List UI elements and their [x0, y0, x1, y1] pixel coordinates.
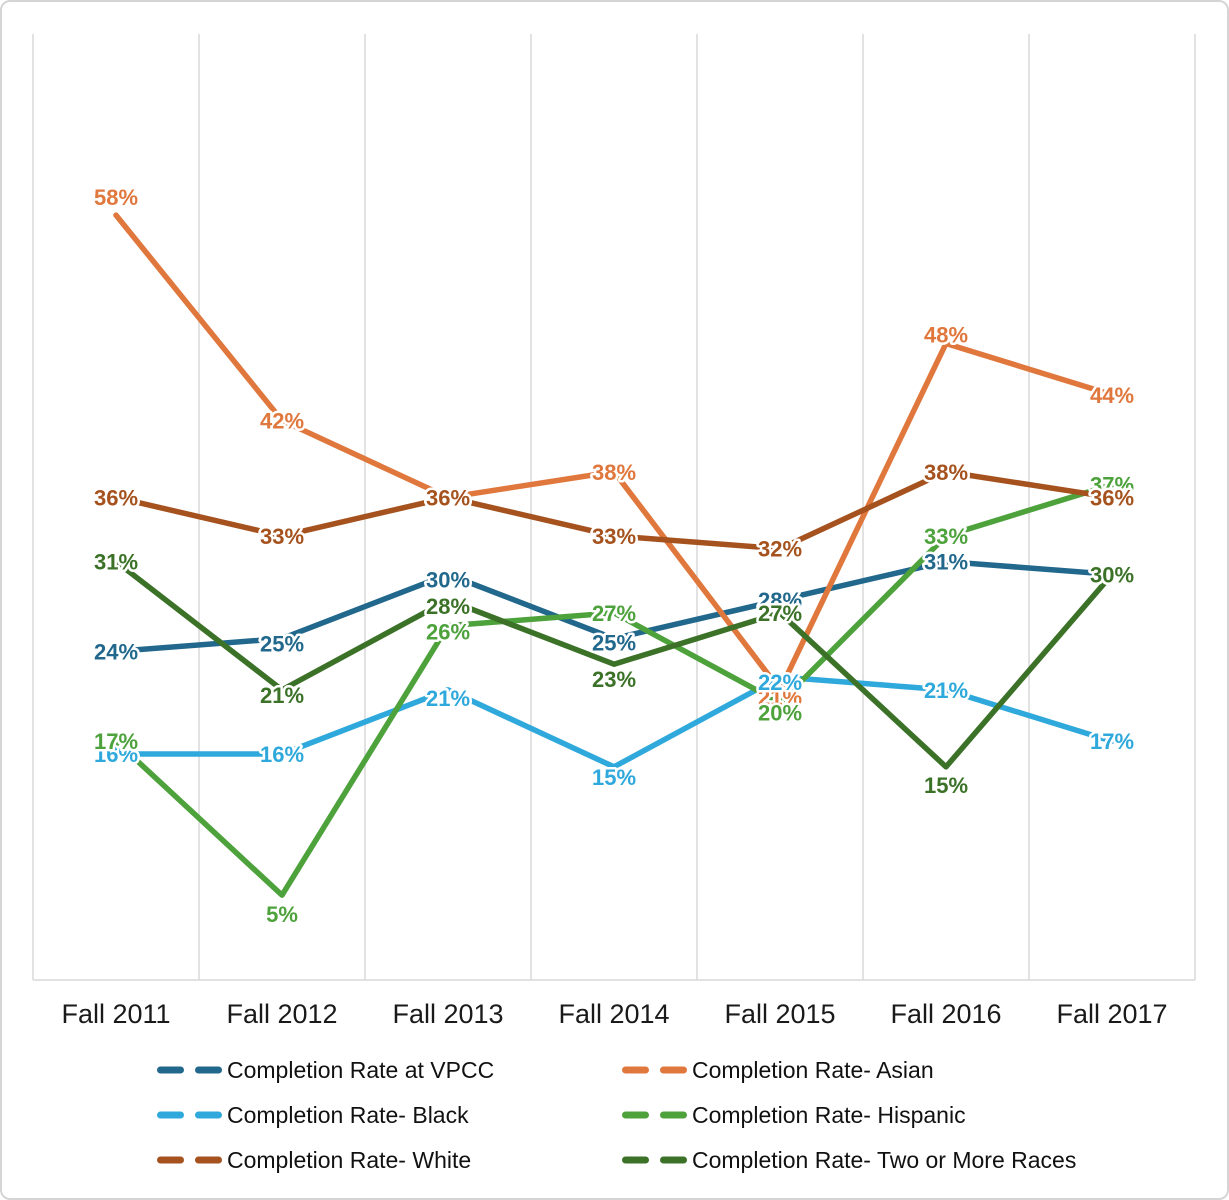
data-label-completion-rate-hispanic-1: 5% — [266, 902, 298, 927]
legend-dash-marker — [195, 1066, 222, 1074]
legend-dash-marker — [622, 1156, 649, 1164]
data-label-completion-rate-at-vpcc-6: 30% — [1090, 562, 1134, 587]
legend-dash-marker — [660, 1156, 687, 1164]
legend-label-completion-rate-white: Completion Rate- White — [227, 1147, 471, 1173]
x-axis-label-fall-2014: Fall 2014 — [558, 999, 669, 1029]
data-label-completion-rate-two-or-more-races-1: 21% — [260, 683, 304, 708]
series-line-completion-rate-white — [113, 469, 1115, 552]
data-label-completion-rate-white-0: 36% — [94, 485, 138, 510]
legend-label-completion-rate-two-or-more-races: Completion Rate- Two or More Races — [692, 1147, 1076, 1173]
data-label-completion-rate-black-1: 16% — [260, 742, 304, 767]
legend-item-completion-rate-at-vpcc: Completion Rate at VPCC — [157, 1057, 494, 1083]
data-label-completion-rate-hispanic-4: 20% — [758, 701, 802, 726]
data-label-completion-rate-black-2: 21% — [426, 686, 470, 711]
series-line-completion-rate-two-or-more-races — [113, 558, 1115, 770]
legend-item-completion-rate-black: Completion Rate- Black — [157, 1102, 469, 1128]
legend-dash-marker — [157, 1111, 184, 1119]
data-label-completion-rate-asian-4: 21% — [758, 685, 802, 710]
data-label-completion-rate-black-6: 17% — [1090, 729, 1134, 754]
data-label-completion-rate-asian-5: 48% — [924, 322, 968, 347]
data-label-completion-rate-asian-3: 38% — [592, 460, 636, 485]
legend-dash-marker — [195, 1111, 222, 1119]
series-line-completion-rate-at-vpcc — [113, 558, 1115, 655]
legend-dash-marker — [157, 1156, 184, 1164]
data-label-completion-rate-white-5: 38% — [924, 460, 968, 485]
x-axis-label-fall-2013: Fall 2013 — [392, 999, 503, 1029]
x-axis-label-fall-2016: Fall 2016 — [890, 999, 1001, 1029]
data-label-completion-rate-at-vpcc-5: 31% — [924, 550, 968, 575]
data-label-completion-rate-asian-1: 42% — [260, 408, 304, 433]
data-label-completion-rate-black-3: 15% — [592, 765, 636, 790]
legend-label-completion-rate-hispanic: Completion Rate- Hispanic — [692, 1102, 966, 1128]
legend-dash-marker — [660, 1111, 687, 1119]
data-label-completion-rate-white-6: 36% — [1090, 485, 1134, 510]
data-label-completion-rate-white-3: 33% — [592, 524, 636, 549]
data-label-completion-rate-hispanic-2: 26% — [426, 620, 470, 645]
series-line-completion-rate-asian — [113, 212, 1115, 693]
data-label-completion-rate-white-4: 32% — [758, 537, 802, 562]
legend-dash-marker — [660, 1066, 687, 1074]
legend-dash-marker — [157, 1066, 184, 1074]
data-label-completion-rate-white-1: 33% — [260, 524, 304, 549]
legend-label-completion-rate-asian: Completion Rate- Asian — [692, 1057, 934, 1083]
legend-item-completion-rate-two-or-more-races: Completion Rate- Two or More Races — [622, 1147, 1076, 1173]
legend-dash-marker — [622, 1111, 649, 1119]
data-label-completion-rate-at-vpcc-1: 25% — [260, 632, 304, 657]
data-label-completion-rate-hispanic-0: 17% — [94, 729, 138, 754]
data-label-completion-rate-two-or-more-races-6: 30% — [1090, 562, 1134, 587]
data-label-completion-rate-black-0: 16% — [94, 742, 138, 767]
legend-item-completion-rate-white: Completion Rate- White — [157, 1147, 471, 1173]
legend-label-completion-rate-black: Completion Rate- Black — [227, 1102, 469, 1128]
series-line-completion-rate-hispanic — [113, 481, 1115, 898]
data-label-completion-rate-two-or-more-races-3: 23% — [592, 667, 636, 692]
data-label-completion-rate-at-vpcc-4: 28% — [758, 588, 802, 613]
data-label-completion-rate-two-or-more-races-0: 31% — [94, 550, 138, 575]
data-label-completion-rate-at-vpcc-3: 25% — [592, 631, 636, 656]
data-label-completion-rate-two-or-more-races-5: 15% — [924, 773, 968, 798]
legend-dash-marker — [195, 1156, 222, 1164]
data-label-completion-rate-asian-6: 44% — [1090, 383, 1134, 408]
legend-dash-marker — [622, 1066, 649, 1074]
legend-item-completion-rate-asian: Completion Rate- Asian — [622, 1057, 934, 1083]
x-axis-label-fall-2012: Fall 2012 — [226, 999, 337, 1029]
data-label-completion-rate-black-4: 22% — [758, 670, 802, 695]
legend-label-completion-rate-at-vpcc: Completion Rate at VPCC — [227, 1057, 494, 1083]
data-label-completion-rate-hispanic-5: 33% — [924, 524, 968, 549]
x-axis-label-fall-2011: Fall 2011 — [61, 999, 170, 1029]
data-label-completion-rate-at-vpcc-0: 24% — [94, 639, 138, 664]
data-label-completion-rate-asian-0: 58% — [94, 185, 138, 210]
data-label-completion-rate-at-vpcc-2: 30% — [426, 567, 470, 592]
legend-item-completion-rate-hispanic: Completion Rate- Hispanic — [622, 1102, 966, 1128]
data-label-completion-rate-two-or-more-races-2: 28% — [426, 594, 470, 619]
data-label-completion-rate-hispanic-3: 27% — [592, 601, 636, 626]
data-label-completion-rate-hispanic-6: 37% — [1090, 473, 1134, 498]
x-axis-label-fall-2017: Fall 2017 — [1056, 999, 1167, 1029]
data-label-completion-rate-asian-2: 36% — [426, 485, 470, 510]
data-label-completion-rate-two-or-more-races-4: 27% — [758, 601, 802, 626]
x-axis-label-fall-2015: Fall 2015 — [724, 999, 835, 1029]
data-label-completion-rate-white-2: 36% — [426, 485, 470, 510]
series-line-completion-rate-black — [113, 674, 1115, 770]
data-label-completion-rate-black-5: 21% — [924, 678, 968, 703]
